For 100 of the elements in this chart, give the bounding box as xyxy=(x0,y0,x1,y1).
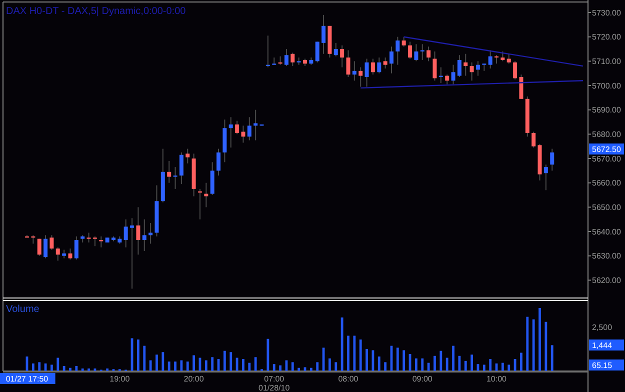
bar xyxy=(56,358,60,371)
bar xyxy=(427,362,430,371)
bar xyxy=(162,352,164,371)
y-tick-label: 5660.00 xyxy=(592,178,622,188)
candlestick xyxy=(426,46,431,62)
bar xyxy=(266,338,270,371)
bar xyxy=(272,364,276,371)
x-tick-label: 09:00 xyxy=(412,374,433,384)
x-tick-label: 08:00 xyxy=(338,374,359,384)
candlestick xyxy=(124,218,128,248)
bar xyxy=(88,368,90,371)
candlestick xyxy=(396,36,400,66)
candlestick xyxy=(519,74,524,100)
bar xyxy=(62,366,66,371)
candlestick xyxy=(532,131,536,148)
candlestick xyxy=(334,42,338,57)
candlestick xyxy=(130,218,134,290)
candlestick xyxy=(216,148,221,176)
bar xyxy=(470,354,473,371)
candlestick xyxy=(550,148,554,172)
bar xyxy=(421,358,424,371)
candlestick xyxy=(346,50,350,78)
bar xyxy=(464,360,467,371)
bar xyxy=(180,360,183,371)
bar xyxy=(279,365,282,371)
bar xyxy=(298,368,300,371)
bar xyxy=(168,362,170,371)
candlestick xyxy=(241,125,246,144)
candlestick xyxy=(408,41,412,60)
candlestick xyxy=(74,236,78,260)
bar xyxy=(156,354,158,371)
y-tick-label: 5640.00 xyxy=(592,227,622,236)
candlestick xyxy=(44,234,48,259)
y-tick-label: 5730.00 xyxy=(592,8,622,18)
text: 2,500 xyxy=(592,322,613,332)
x-tick-label: 10:00 xyxy=(486,374,508,384)
candlestick xyxy=(432,50,437,82)
bar xyxy=(38,362,41,371)
candlestick xyxy=(290,52,295,67)
candlestick xyxy=(414,44,418,62)
candlestick xyxy=(99,236,104,248)
x-tick-label: 19:00 xyxy=(110,374,130,384)
bar xyxy=(143,346,146,371)
bar xyxy=(452,346,454,371)
candlestick xyxy=(506,53,511,64)
bar xyxy=(137,340,140,371)
candlestick xyxy=(284,48,288,67)
candlestick xyxy=(364,58,369,88)
bar xyxy=(106,368,109,371)
y-tick-label: 5620.00 xyxy=(592,276,622,285)
candlestick xyxy=(142,218,146,252)
candlestick xyxy=(173,166,178,190)
bar xyxy=(174,362,176,371)
x-tick-label: 01/27 17:50 xyxy=(6,374,49,384)
candlestick xyxy=(420,44,424,60)
candlestick xyxy=(315,41,320,63)
candlestick xyxy=(464,53,468,76)
bar xyxy=(149,360,152,371)
text: 01/28/10 xyxy=(258,384,290,392)
candlestick xyxy=(457,54,462,78)
bar xyxy=(75,366,78,371)
bar xyxy=(520,352,522,371)
candlestick xyxy=(235,120,240,135)
candlestick xyxy=(389,46,394,74)
bar xyxy=(544,322,548,371)
bar xyxy=(353,336,356,371)
candlestick xyxy=(37,238,42,256)
bar xyxy=(211,357,214,371)
y-tick-label: 5670.00 xyxy=(592,154,622,164)
bar xyxy=(415,358,418,371)
candlestick xyxy=(92,236,97,247)
candlestick xyxy=(383,57,388,69)
bar xyxy=(526,316,529,371)
bar xyxy=(291,362,294,371)
bar xyxy=(508,364,510,371)
bar xyxy=(316,362,319,371)
y-tick-label: 5630.00 xyxy=(592,252,622,261)
candlestick xyxy=(476,60,480,76)
bar xyxy=(230,352,232,371)
candlestick xyxy=(68,248,72,260)
bar xyxy=(384,362,387,371)
y-tick-label: 5690.00 xyxy=(592,106,622,115)
candlestick xyxy=(340,44,344,68)
candlestick xyxy=(544,164,548,191)
candlestick xyxy=(377,57,382,74)
bar xyxy=(440,350,442,371)
bar xyxy=(248,362,251,371)
y-tick-label: 5650.00 xyxy=(592,202,622,212)
bar xyxy=(402,350,406,371)
bar xyxy=(532,319,535,371)
candlestick xyxy=(56,246,60,262)
y-tick-label: 5710.00 xyxy=(592,56,622,66)
bar xyxy=(489,359,492,371)
candlestick xyxy=(210,162,214,196)
bar xyxy=(458,356,461,371)
x-tick-label: 20:00 xyxy=(184,374,204,384)
candlestick xyxy=(247,116,252,141)
bar xyxy=(550,345,554,371)
candlestick xyxy=(513,60,518,80)
candlestick xyxy=(228,116,233,148)
